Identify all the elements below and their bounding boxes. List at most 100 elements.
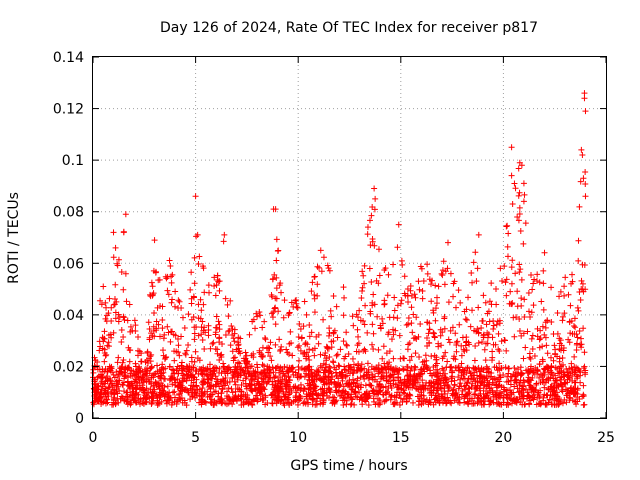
data-point <box>538 298 545 305</box>
data-point <box>408 353 415 360</box>
data-point <box>111 391 118 398</box>
data-point <box>433 356 440 363</box>
data-point <box>342 395 349 402</box>
data-point <box>110 329 117 336</box>
data-point <box>404 285 411 292</box>
data-point <box>441 390 448 397</box>
data-point <box>103 312 110 319</box>
data-point <box>380 391 387 398</box>
data-point <box>159 316 166 323</box>
data-point <box>424 319 431 326</box>
data-point <box>252 386 259 393</box>
data-point <box>320 254 327 261</box>
data-point <box>493 321 500 328</box>
data-point <box>534 391 541 398</box>
data-point <box>305 386 312 393</box>
data-point <box>153 318 160 325</box>
data-point <box>204 388 211 395</box>
data-point <box>257 390 264 397</box>
data-point <box>380 372 387 379</box>
data-point <box>113 388 120 395</box>
data-point <box>440 353 447 360</box>
data-point <box>364 224 371 231</box>
data-point <box>505 365 512 372</box>
data-point <box>340 284 347 291</box>
data-point <box>353 311 360 318</box>
data-point <box>309 279 316 286</box>
data-point <box>562 379 569 386</box>
data-point <box>398 382 405 389</box>
data-point <box>475 329 482 336</box>
data-point <box>263 345 270 352</box>
data-point <box>114 262 121 269</box>
data-point <box>288 299 295 306</box>
data-point <box>112 244 119 251</box>
data-point <box>144 389 151 396</box>
data-point <box>240 368 247 375</box>
data-point <box>212 345 219 352</box>
chart-title: Day 126 of 2024, Rate Of TEC Index for r… <box>160 20 538 36</box>
data-point <box>503 394 510 401</box>
data-point <box>256 347 263 354</box>
data-point <box>355 384 362 391</box>
data-point <box>106 295 113 302</box>
data-point <box>508 301 515 308</box>
data-point <box>520 330 527 337</box>
data-point <box>452 330 459 337</box>
data-point <box>319 385 326 392</box>
data-point <box>537 371 544 378</box>
data-point <box>504 222 511 229</box>
data-point <box>149 332 156 339</box>
data-point <box>527 313 534 320</box>
data-point <box>483 321 490 328</box>
data-point <box>491 364 498 371</box>
data-point <box>449 392 456 399</box>
data-point <box>523 367 530 374</box>
data-point <box>306 382 313 389</box>
data-point <box>471 357 478 364</box>
data-point <box>390 314 397 321</box>
data-point <box>517 266 524 273</box>
data-point <box>168 401 175 408</box>
data-point <box>165 291 172 298</box>
data-point <box>385 329 392 336</box>
data-point <box>511 180 518 187</box>
data-point <box>148 279 155 286</box>
data-point <box>539 373 546 380</box>
data-point <box>531 353 538 360</box>
data-point <box>582 286 589 293</box>
data-point <box>449 324 456 331</box>
data-point <box>574 385 581 392</box>
data-point <box>249 388 256 395</box>
data-point <box>425 330 432 337</box>
data-point <box>430 401 437 408</box>
data-point <box>530 302 537 309</box>
data-point <box>540 394 547 401</box>
data-point <box>508 280 515 287</box>
data-point <box>267 370 274 377</box>
data-point <box>383 396 390 403</box>
data-point <box>559 317 566 324</box>
data-point <box>567 387 574 394</box>
data-point <box>213 324 220 331</box>
data-point <box>480 292 487 299</box>
data-point <box>455 287 462 294</box>
data-point <box>190 294 197 301</box>
data-point <box>518 302 525 309</box>
data-point <box>518 389 525 396</box>
data-point <box>198 331 205 338</box>
data-point <box>451 278 458 285</box>
data-point <box>245 370 252 377</box>
data-point <box>286 310 293 317</box>
data-point <box>377 325 384 332</box>
data-point <box>534 271 541 278</box>
data-point <box>365 394 372 401</box>
data-point <box>531 387 538 394</box>
data-point <box>146 325 153 332</box>
data-point <box>391 294 398 301</box>
data-point <box>290 371 297 378</box>
data-point <box>137 369 144 376</box>
data-point <box>176 390 183 397</box>
data-point <box>425 401 432 408</box>
data-point <box>530 280 537 287</box>
